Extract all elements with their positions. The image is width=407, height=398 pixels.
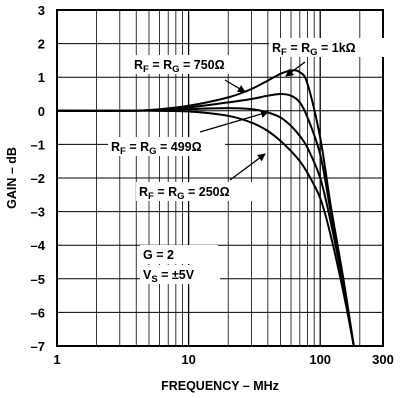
condition-label-0-backdrop: [140, 245, 218, 264]
x-tick-label: 100: [309, 352, 331, 367]
annotation-label-3: RF = RG = 250Ω: [139, 185, 230, 202]
y-tick-label: 1: [38, 70, 45, 85]
annotation-label-0: RF = RG = 1kΩ: [272, 41, 356, 58]
x-axis-title: FREQUENCY – MHz: [161, 379, 279, 393]
annotation-labels: RF = RG = 1kΩ RF = RG = 750Ω RF = RG = 499…: [108, 38, 397, 285]
y-tick-label: –3: [31, 205, 45, 220]
leader-arrow-0: [285, 61, 306, 77]
condition-label-0: G = 2: [143, 248, 174, 262]
y-tick-label: –7: [31, 339, 45, 354]
y-tick-label: –1: [31, 137, 45, 152]
annotation-label-2: RF = RG = 499Ω: [111, 140, 202, 157]
annotation-label-1: RF = RG = 750Ω: [134, 58, 225, 75]
y-tick-label: 3: [38, 3, 45, 18]
x-tick-label: 10: [181, 352, 195, 367]
y-axis-title: GAIN – dB: [5, 147, 19, 209]
y-tick-label: 2: [38, 37, 45, 52]
y-tick-label: 0: [38, 104, 45, 119]
y-tick-label: –2: [31, 171, 45, 186]
plot-frame: [56, 9, 384, 347]
condition-label-1-backdrop: [140, 265, 220, 284]
series-lines: [56, 69, 355, 347]
x-tick-label: 300: [372, 352, 394, 367]
y-tick-label: –5: [31, 272, 45, 287]
y-tick-label: –4: [31, 238, 46, 253]
annotation-label-0-backdrop: [269, 38, 397, 57]
y-tick-label: –6: [31, 305, 45, 320]
series-line-3: [57, 109, 355, 347]
annotation-label-1-backdrop: [131, 55, 249, 74]
x-tick-label: 1: [53, 352, 60, 367]
grid: [57, 10, 383, 346]
condition-label-1: VS = ±5V: [143, 268, 195, 285]
leader-arrow-3: [229, 153, 266, 181]
leader-arrow-2: [199, 110, 269, 133]
annotation-label-3-backdrop: [136, 182, 253, 201]
annotation-leaders: [199, 61, 306, 181]
leader-arrow-1: [224, 79, 246, 93]
annotation-label-2-backdrop: [108, 137, 225, 156]
